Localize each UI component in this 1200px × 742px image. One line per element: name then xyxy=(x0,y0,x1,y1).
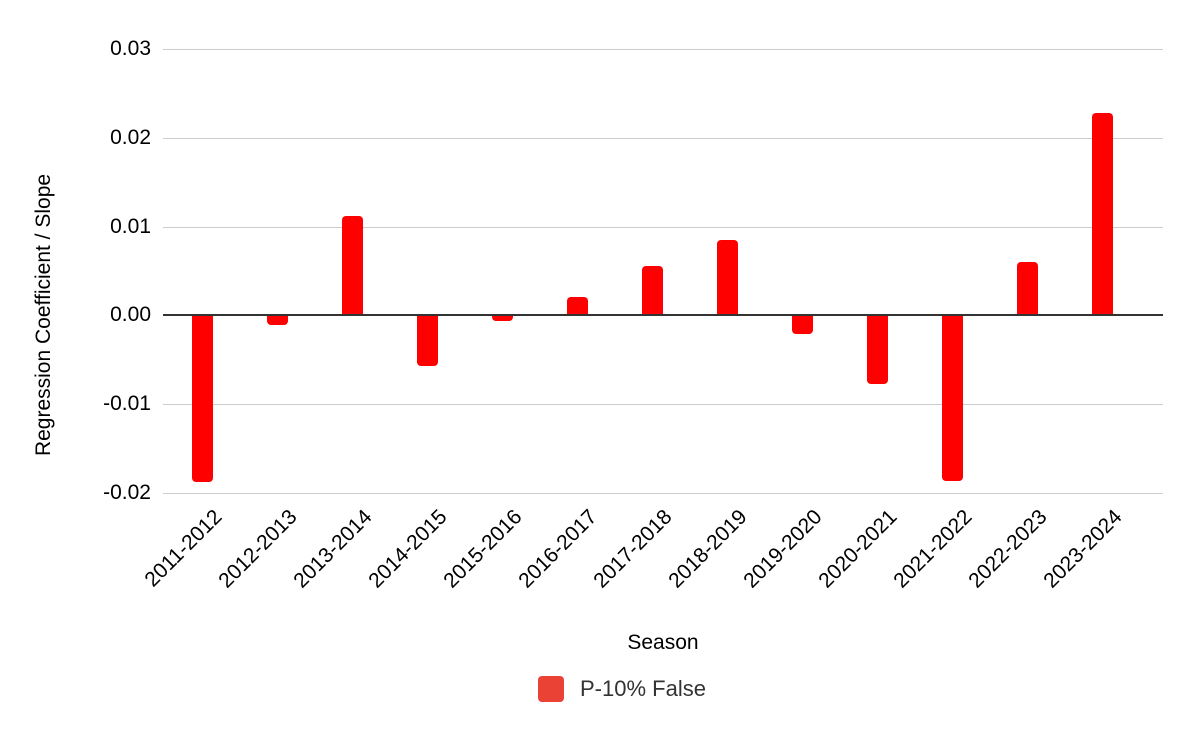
legend: P-10% False xyxy=(538,676,706,702)
bar-2011-2012 xyxy=(192,315,213,482)
bar-2016-2017 xyxy=(567,297,588,316)
y-tick-label: 0.02 xyxy=(110,126,151,149)
bar-2018-2019 xyxy=(717,240,738,315)
legend-series-label: P-10% False xyxy=(580,676,706,701)
bar-2012-2013 xyxy=(267,315,288,325)
y-tick-label: 0.03 xyxy=(110,37,151,60)
y-tick-label: -0.01 xyxy=(103,392,151,415)
bar-2017-2018 xyxy=(642,266,663,316)
y-tick-label: 0.00 xyxy=(110,303,151,326)
y-tick-label: 0.01 xyxy=(110,215,151,238)
bar-2013-2014 xyxy=(342,216,363,315)
bar-2014-2015 xyxy=(417,315,438,366)
gridline xyxy=(163,49,1163,50)
gridline xyxy=(163,493,1163,494)
bar-2020-2021 xyxy=(867,315,888,384)
gridline xyxy=(163,227,1163,228)
bar-2015-2016 xyxy=(492,315,513,321)
legend-swatch-icon xyxy=(538,676,564,702)
gridline xyxy=(163,404,1163,405)
gridline xyxy=(163,138,1163,139)
zero-axis-line xyxy=(163,314,1163,316)
y-tick-label: -0.02 xyxy=(103,481,151,504)
bar-2023-2024 xyxy=(1092,113,1113,315)
y-axis-title: Regression Coefficient / Slope xyxy=(32,173,55,457)
bar-2019-2020 xyxy=(792,315,813,334)
bar-2022-2023 xyxy=(1017,262,1038,315)
bar-2021-2022 xyxy=(942,315,963,481)
x-axis-title: Season xyxy=(627,631,699,654)
